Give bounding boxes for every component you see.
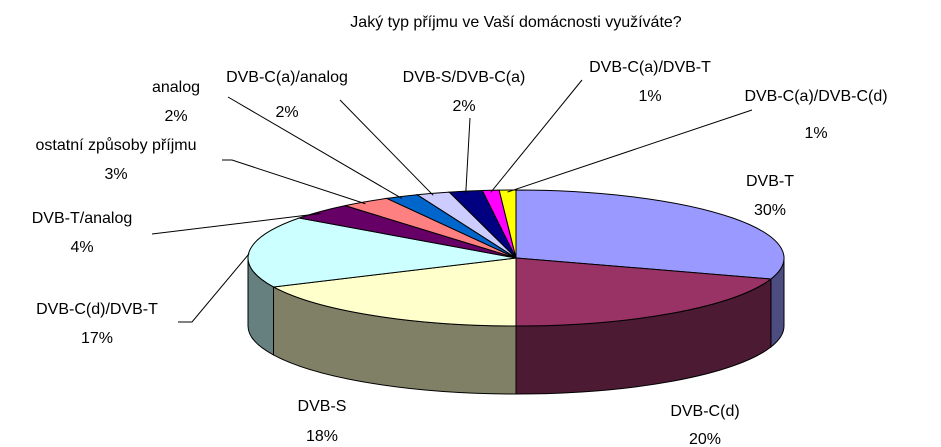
leader-line bbox=[222, 159, 366, 205]
slice-label: DVB-S/DVB-C(a) bbox=[403, 69, 526, 86]
slice-value: 30% bbox=[754, 202, 786, 219]
slice-value: 4% bbox=[70, 239, 93, 256]
leader-line bbox=[151, 212, 321, 235]
slice-value: 2% bbox=[275, 104, 298, 121]
slice-label: analog bbox=[152, 79, 200, 96]
slice-label: ostatní způsoby příjmu bbox=[36, 136, 197, 154]
leader-line bbox=[178, 253, 250, 323]
slice-label: DVB-C(a)/DVB-C(d) bbox=[744, 88, 887, 105]
slice-label: DVB-T bbox=[746, 173, 794, 190]
slice-value: 20% bbox=[689, 431, 721, 447]
leader-line bbox=[227, 96, 403, 199]
slice-value: 1% bbox=[638, 88, 661, 105]
slice bbox=[247, 217, 517, 288]
slice-label: DVB-C(a)/analog bbox=[226, 69, 348, 86]
slice bbox=[515, 189, 785, 280]
slice-value: 3% bbox=[104, 166, 127, 183]
slice-label: DVB-C(a)/DVB-T bbox=[589, 59, 711, 76]
slice-label: DVB-C(d)/DVB-T bbox=[36, 301, 158, 318]
leader-line bbox=[339, 99, 434, 196]
chart-title: Jaký typ příjmu ve Vaší domácnosti využí… bbox=[350, 14, 682, 31]
slice-label: DVB-C(d) bbox=[670, 403, 739, 420]
leader-line bbox=[507, 109, 753, 193]
slice-label: DVB-S bbox=[298, 398, 347, 415]
slice-value: 2% bbox=[164, 108, 187, 125]
slice-value: 17% bbox=[81, 330, 113, 347]
slice-label: DVB-T/analog bbox=[32, 210, 133, 227]
slice bbox=[271, 257, 517, 327]
slice bbox=[515, 257, 773, 327]
leader-line bbox=[490, 79, 583, 193]
slice-value: 18% bbox=[306, 428, 338, 445]
leader-line bbox=[465, 117, 471, 194]
slice-value: 1% bbox=[804, 125, 827, 142]
slice-value: 2% bbox=[452, 98, 475, 115]
slice bbox=[498, 189, 517, 259]
